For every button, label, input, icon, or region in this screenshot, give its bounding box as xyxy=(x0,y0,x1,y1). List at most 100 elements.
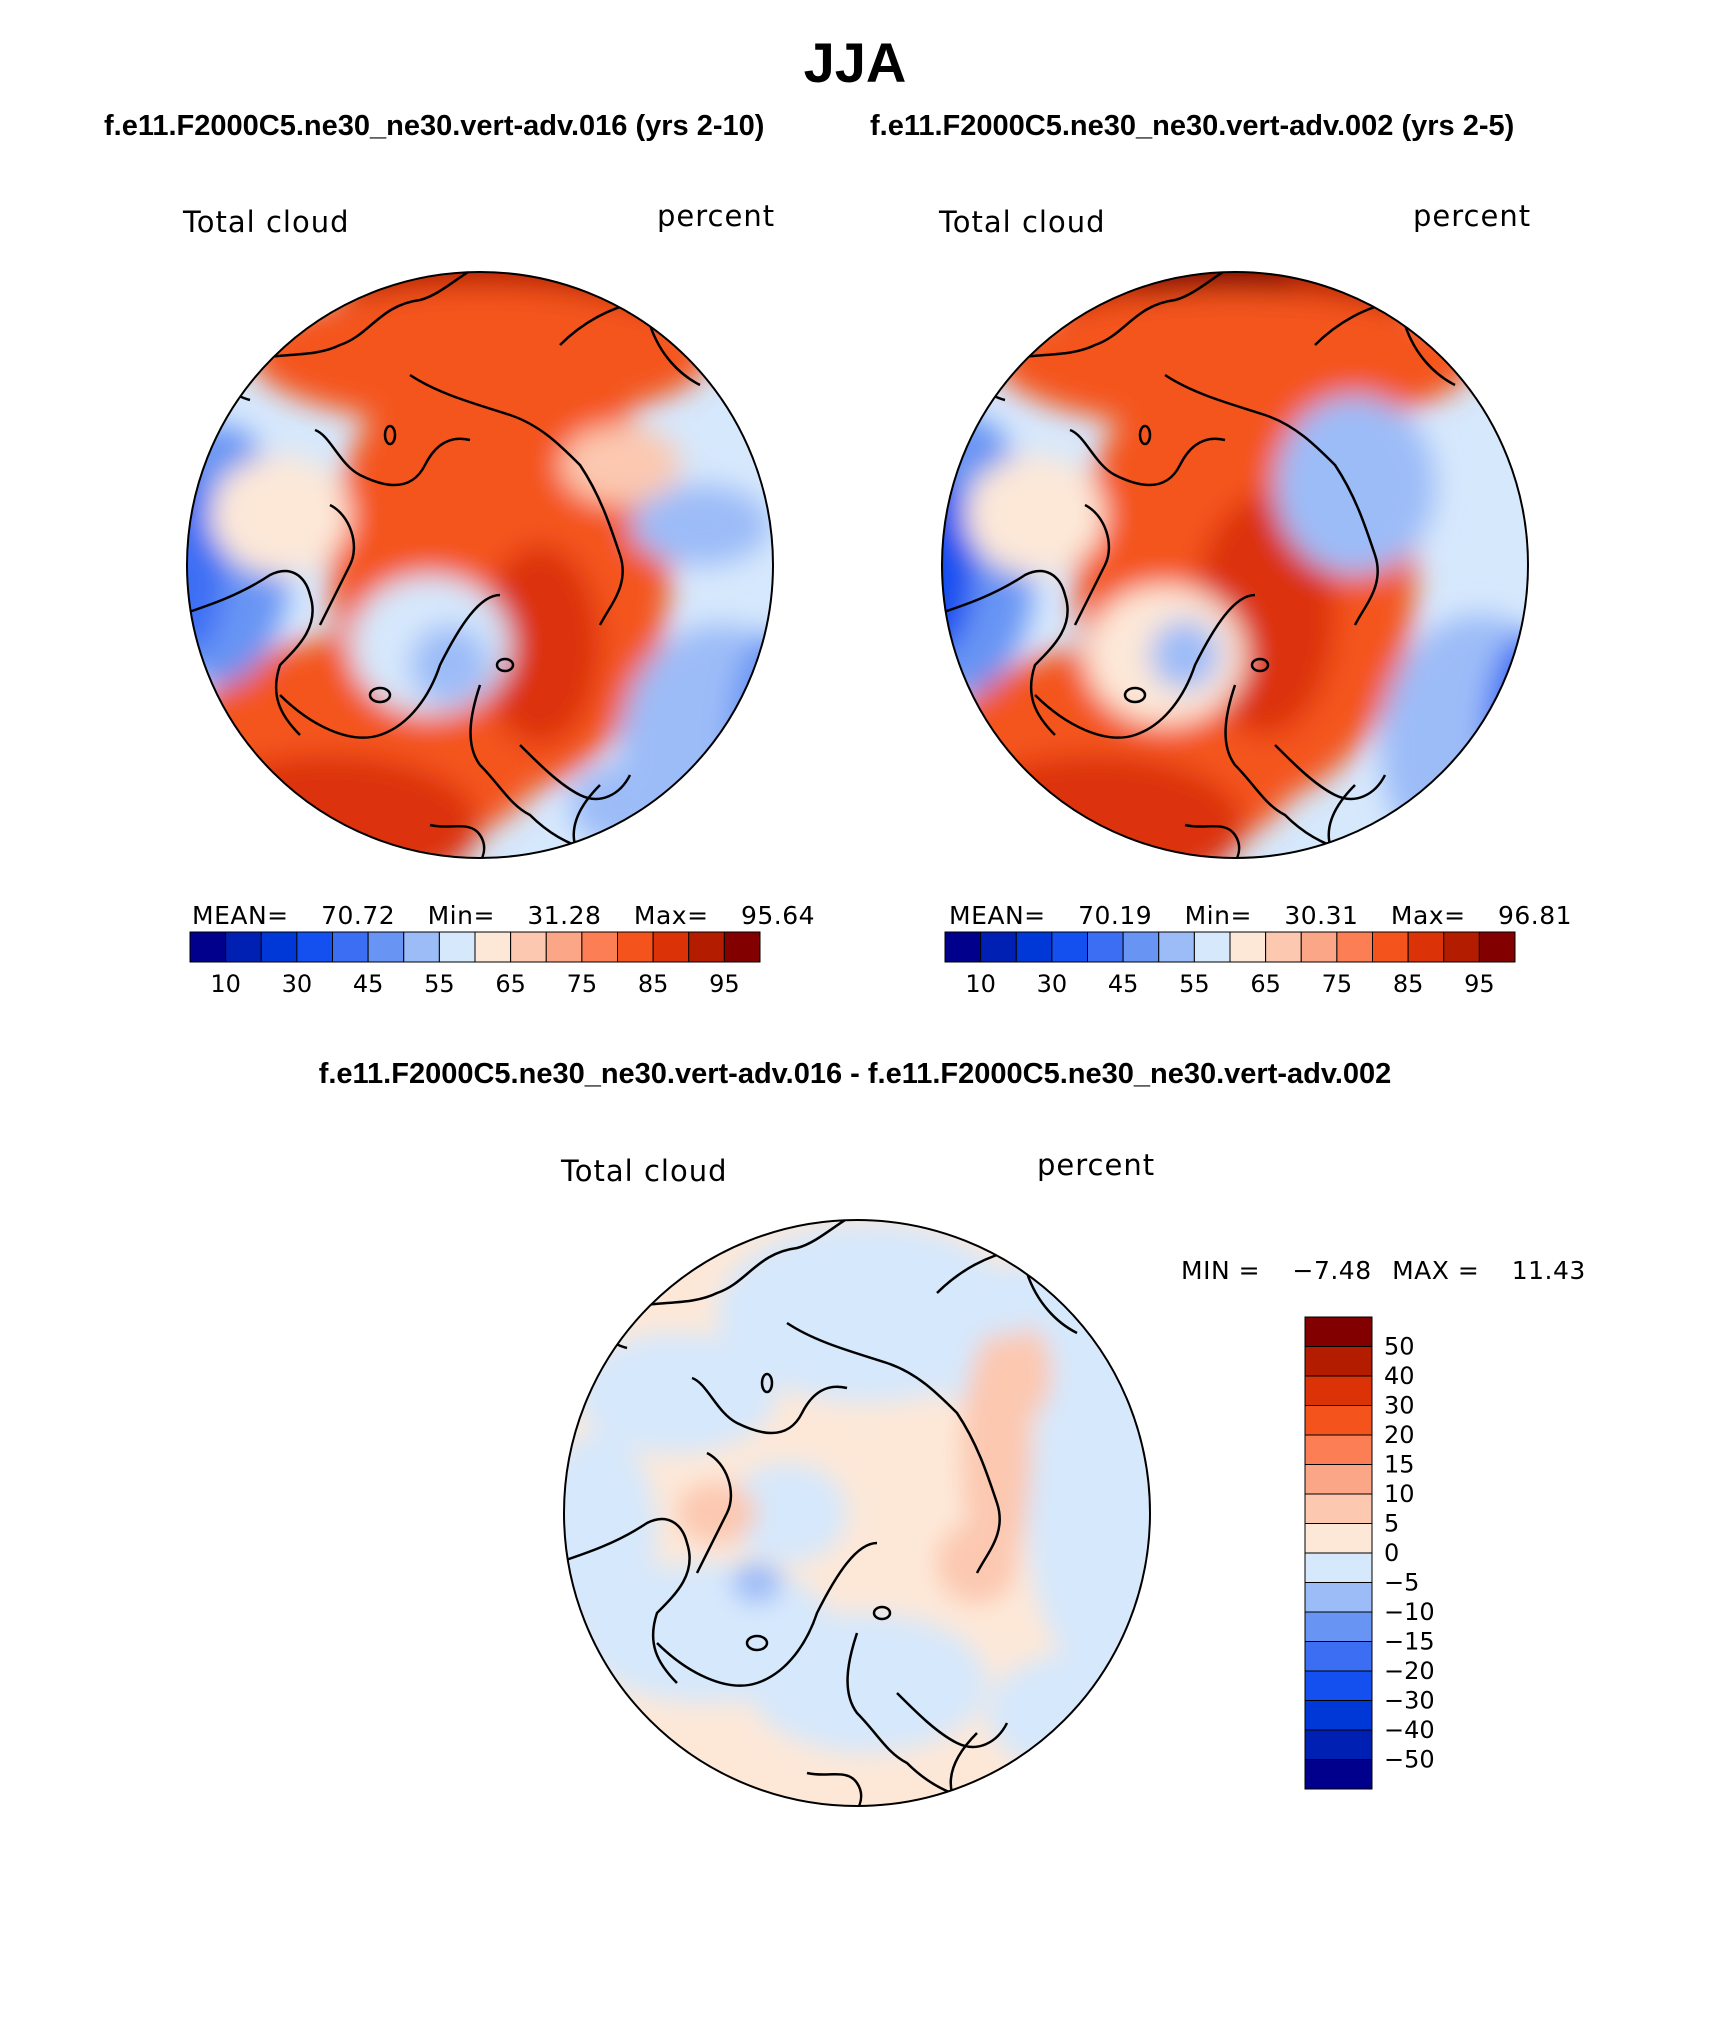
colorbar-box xyxy=(723,931,761,963)
colorbar-tick-label: 30 xyxy=(1384,1392,1415,1420)
left-mean-value: 70.72 xyxy=(321,901,396,930)
coastlines xyxy=(942,272,1466,858)
left-min-value: 31.28 xyxy=(527,901,602,930)
colorbar-tick-label: 75 xyxy=(567,970,598,998)
colorbar-box xyxy=(332,931,369,963)
colorbar-box xyxy=(1304,1346,1373,1377)
colorbar-tick-label: 55 xyxy=(424,970,455,998)
colorbar-box xyxy=(225,931,262,963)
colorbar-box xyxy=(1304,1316,1373,1347)
colorbar-box xyxy=(367,931,405,963)
colorbar-box xyxy=(189,931,227,963)
colorbar-box xyxy=(1158,931,1195,963)
colorbar-box xyxy=(545,931,583,963)
colorbar-box xyxy=(617,931,654,963)
colorbar-box xyxy=(1051,931,1088,963)
left-case-title: f.e11.F2000C5.ne30_ne30.vert-adv.016 (yr… xyxy=(104,110,765,142)
colorbar-tick-label: −15 xyxy=(1384,1628,1435,1656)
colorbar-box xyxy=(1304,1405,1373,1436)
colorbar-box xyxy=(510,931,547,963)
colorbar-tick-label: 15 xyxy=(1384,1451,1415,1479)
colorbar-tick-label: 40 xyxy=(1384,1362,1415,1390)
right-polar-map xyxy=(941,271,1529,859)
colorbar-box xyxy=(1304,1493,1373,1524)
colorbar-tick-label: −40 xyxy=(1384,1716,1435,1744)
left-max-value: 95.64 xyxy=(741,901,816,930)
colorbar-tick-label: 65 xyxy=(1250,970,1281,998)
colorbar-box xyxy=(474,931,512,963)
left-min-label: Min= xyxy=(427,901,495,930)
right-max-label: Max= xyxy=(1390,901,1466,930)
colorbar-tick-label: 20 xyxy=(1384,1421,1415,1449)
right-colorbar: 10 30 45 55 65 75 85 95 xyxy=(944,931,1516,998)
colorbar-box xyxy=(1336,931,1373,963)
diff-title: f.e11.F2000C5.ne30_ne30.vert-adv.016 - f… xyxy=(318,1058,1392,1090)
colorbar-box xyxy=(1304,1582,1373,1613)
cloud-field xyxy=(187,272,773,858)
colorbar-box xyxy=(1304,1700,1373,1731)
right-min-label: Min= xyxy=(1184,901,1252,930)
colorbar-tick-label: 10 xyxy=(965,970,996,998)
right-mean-value: 70.19 xyxy=(1078,901,1153,930)
colorbar-tick-label: −20 xyxy=(1384,1657,1435,1685)
diff-min-value: −7.48 xyxy=(1292,1256,1372,1285)
map-boundary xyxy=(186,271,774,859)
colorbar-box xyxy=(1304,1759,1373,1790)
left-variable-label: Total cloud xyxy=(183,205,350,239)
colorbar-tick-label: 0 xyxy=(1384,1539,1399,1567)
colorbar-tick-label: 95 xyxy=(1464,970,1495,998)
colorbar-tick-label: 55 xyxy=(1179,970,1210,998)
colorbar-box xyxy=(980,931,1017,963)
colorbar-tick-label: 50 xyxy=(1384,1333,1415,1361)
colorbar-box xyxy=(1300,931,1338,963)
colorbar-box xyxy=(1229,931,1267,963)
colorbar-tick-label: −10 xyxy=(1384,1598,1435,1626)
right-units-label: percent xyxy=(1413,199,1532,233)
colorbar-tick-label: −30 xyxy=(1384,1687,1435,1715)
colorbar-tick-label: 45 xyxy=(353,970,384,998)
colorbar-box xyxy=(1304,1641,1373,1672)
coastlines xyxy=(187,272,711,858)
left-stats: MEAN= 70.72 Min= 31.28 Max= 95.64 xyxy=(192,901,815,930)
colorbar-box xyxy=(1372,931,1409,963)
colorbar-box xyxy=(1122,931,1160,963)
right-case-title: f.e11.F2000C5.ne30_ne30.vert-adv.002 (yr… xyxy=(870,110,1515,142)
difference-field xyxy=(564,1223,1150,1773)
colorbar-tick-label: 10 xyxy=(210,970,241,998)
colorbar-box xyxy=(1304,1729,1373,1760)
colorbar-box xyxy=(1304,1611,1373,1642)
colorbar-box xyxy=(944,931,982,963)
map-boundary xyxy=(563,1219,1151,1807)
colorbar-box xyxy=(688,931,725,963)
left-max-label: Max= xyxy=(633,901,709,930)
colorbar-box xyxy=(1478,931,1516,963)
diff-units-label: percent xyxy=(1037,1148,1156,1182)
colorbar-tick-label: 30 xyxy=(282,970,313,998)
colorbar-tick-label: 65 xyxy=(495,970,526,998)
colorbar-box xyxy=(1443,931,1480,963)
colorbar-tick-label: 45 xyxy=(1108,970,1139,998)
diff-polar-map xyxy=(563,1219,1151,1807)
diff-stats: MIN = −7.48 MAX = 11.43 xyxy=(1181,1256,1586,1285)
right-max-value: 96.81 xyxy=(1498,901,1573,930)
colorbar-box xyxy=(1265,931,1302,963)
colorbar-box xyxy=(1304,1464,1373,1495)
colorbar-box xyxy=(1304,1523,1373,1554)
colorbar-tick-label: −5 xyxy=(1384,1569,1419,1597)
colorbar-tick-label: −50 xyxy=(1384,1746,1435,1774)
colorbar-tick-label: 85 xyxy=(1393,970,1424,998)
colorbar-tick-label: 95 xyxy=(709,970,740,998)
colorbar-tick-label: 85 xyxy=(638,970,669,998)
colorbar-box xyxy=(403,931,440,963)
colorbar-box xyxy=(1304,1552,1373,1583)
colorbar-box xyxy=(260,931,298,963)
colorbar-tick-label: 10 xyxy=(1384,1480,1415,1508)
colorbar-box xyxy=(1193,931,1231,963)
colorbar-box xyxy=(1304,1375,1373,1406)
diff-min-label: MIN = xyxy=(1181,1256,1261,1285)
colorbar-box xyxy=(438,931,476,963)
right-min-value: 30.31 xyxy=(1284,901,1359,930)
right-variable-label: Total cloud xyxy=(939,205,1106,239)
cloud-field xyxy=(942,272,1528,858)
